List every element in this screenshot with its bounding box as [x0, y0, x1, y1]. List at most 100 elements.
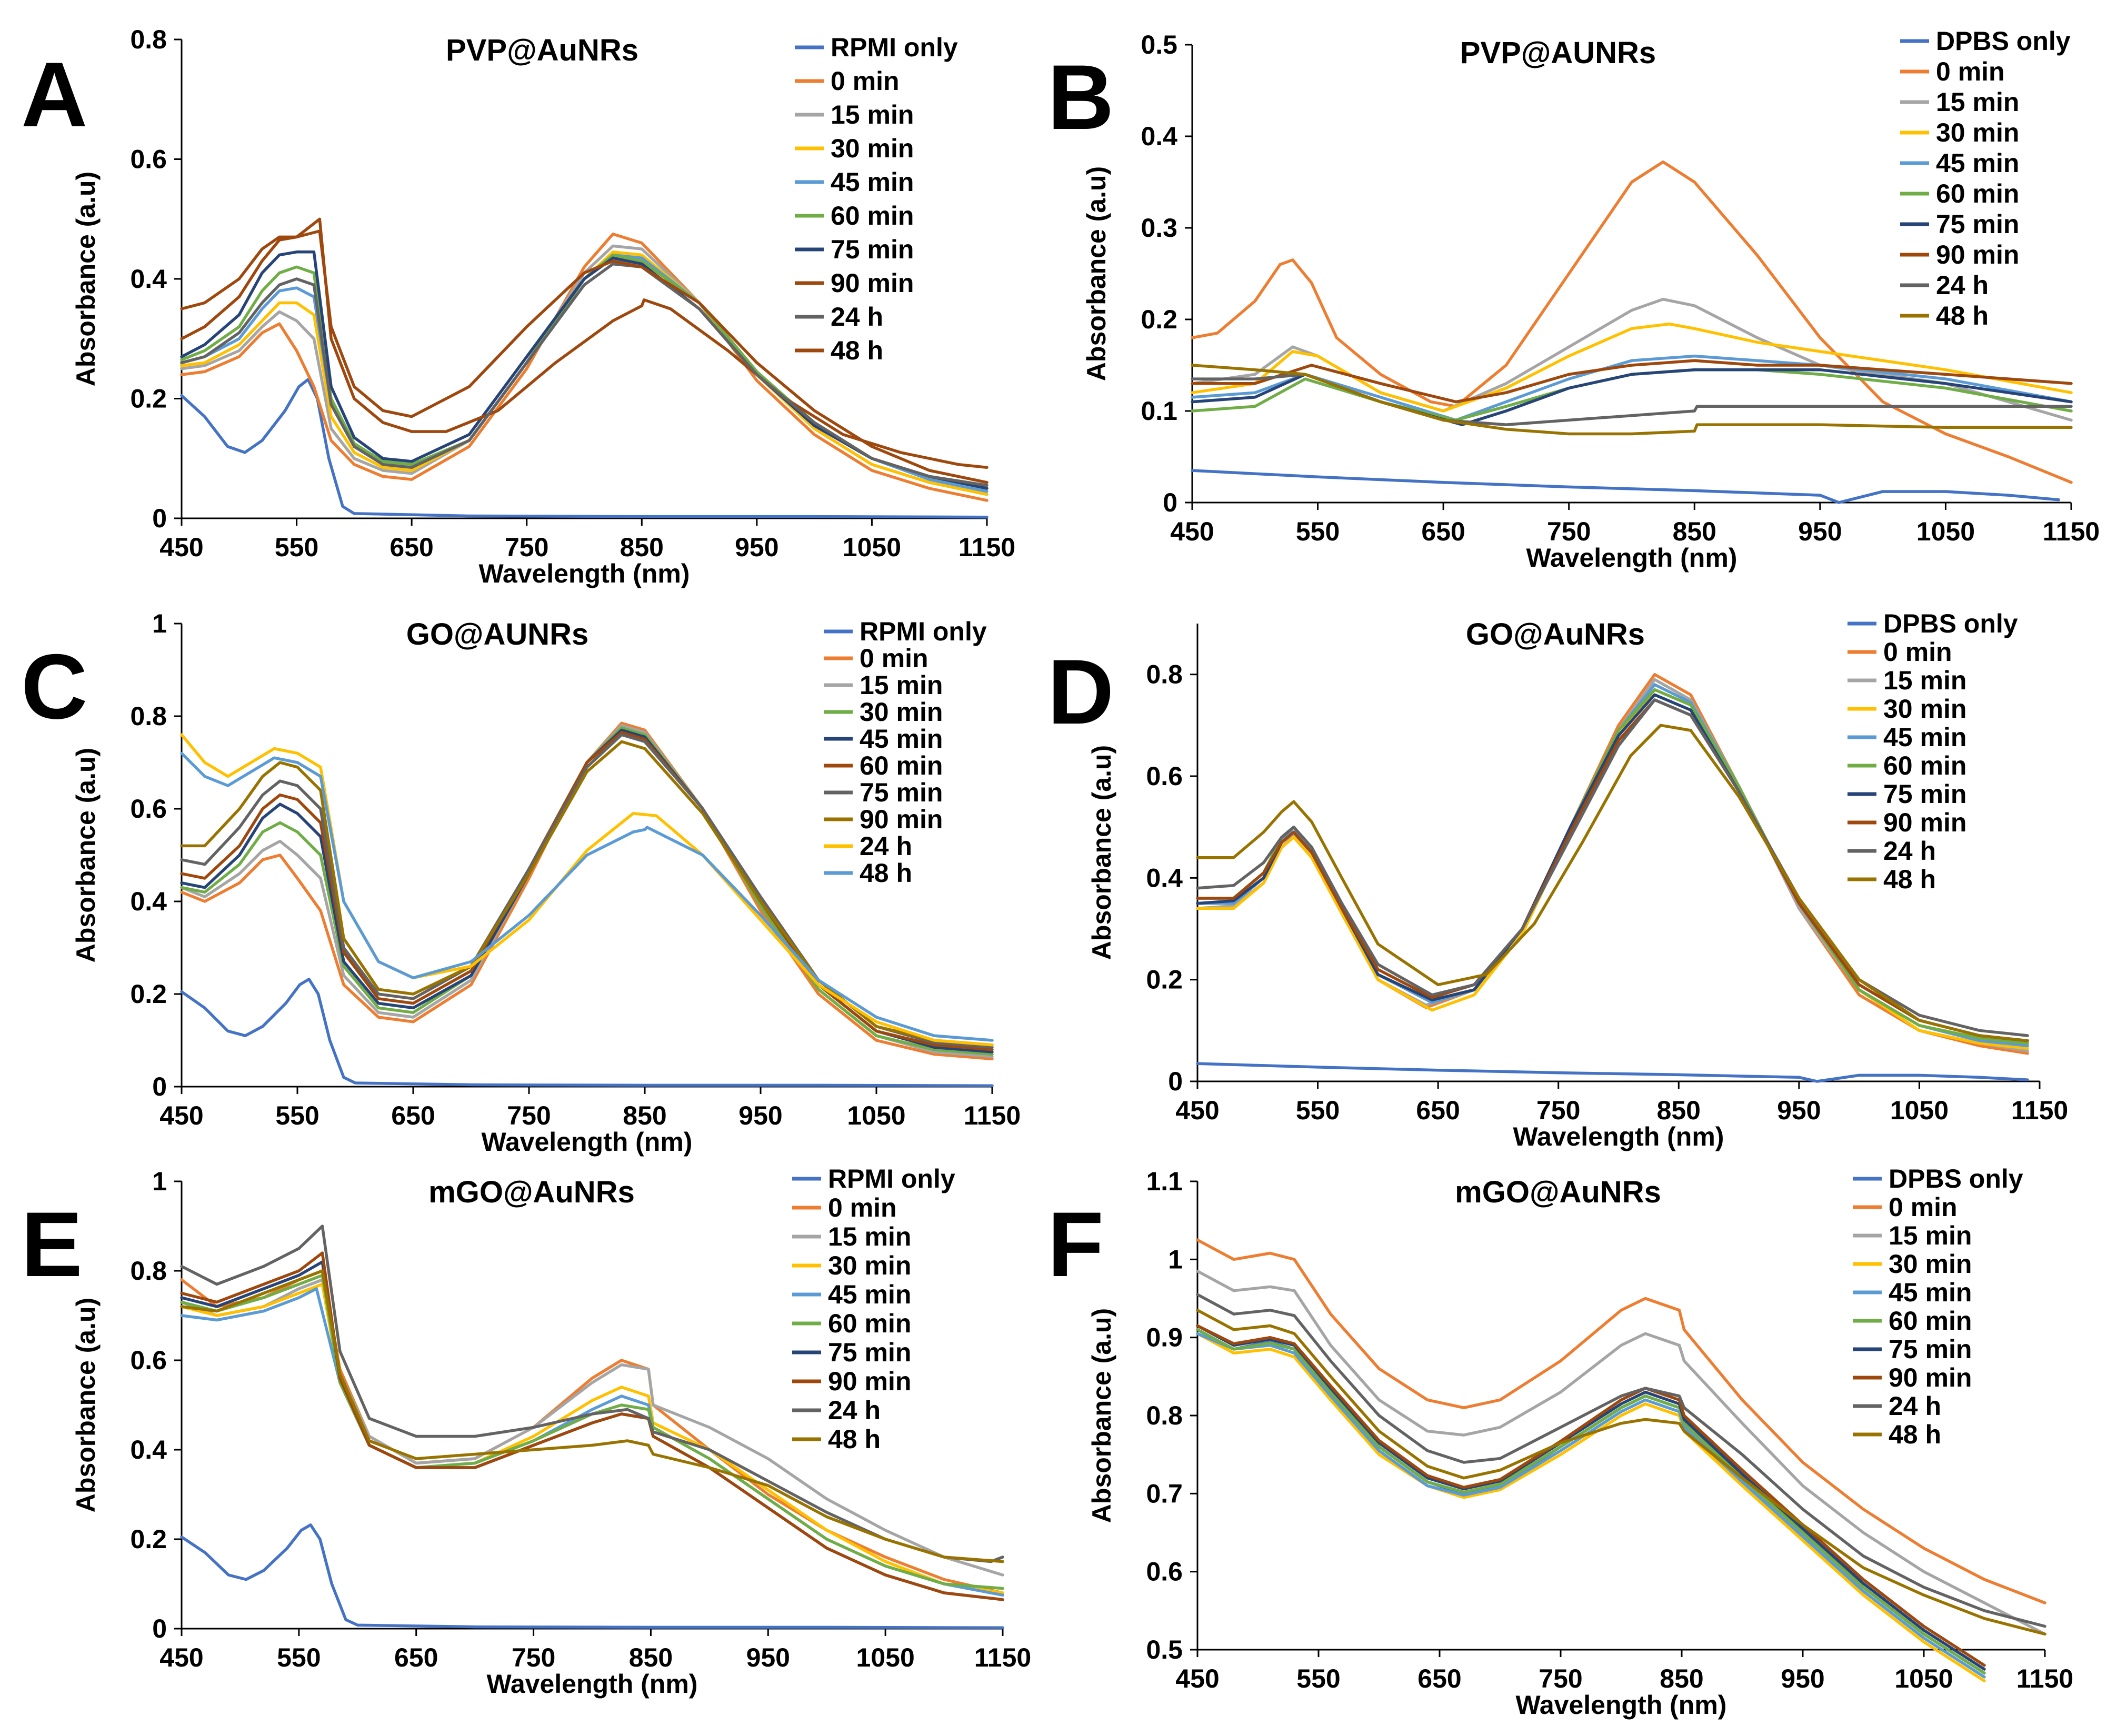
series-line-24-h [180, 262, 988, 487]
y-tick-label: 0 [1168, 1067, 1183, 1096]
series-line-0-min [180, 721, 994, 1060]
x-axis-title: Wavelength (nm) [479, 559, 690, 588]
legend-label: 60 min [860, 751, 943, 780]
legend-label: 48 h [1889, 1420, 1941, 1449]
y-axis-title: Absorbance (a.u) [71, 1298, 101, 1512]
series-line-90-min [180, 217, 988, 469]
series-line-0-min [1196, 1238, 2046, 1604]
legend-label: 75 min [1883, 779, 1966, 809]
panel-letter: F [1047, 1193, 1104, 1296]
legend-label: DPBS only [1936, 26, 2071, 56]
panel-c: C GO@AUNRs 450 550 650 750 850 950 1050 1150 0 0.2 0… [21, 609, 1021, 1157]
series-line-48-h [1196, 724, 2029, 1042]
legend-label: DPBS only [1883, 609, 2018, 638]
panel-d: D GO@AuNRs 450 550 650 750 850 950 1050 1150 0 0.2 0… [1047, 609, 2068, 1151]
y-tick-label: 1 [1168, 1245, 1183, 1274]
y-tick-label: 0.8 [130, 701, 167, 731]
x-tick-label: 450 [159, 1101, 203, 1130]
legend-label: 0 min [1936, 57, 2005, 86]
y-tick-label: 0.1 [1141, 396, 1177, 426]
x-tick-label: 950 [746, 1643, 790, 1672]
x-tick-label: 850 [1660, 1664, 1703, 1693]
x-tick-label: 550 [275, 1101, 319, 1130]
legend-label: 60 min [828, 1309, 911, 1338]
series-line-24-h [180, 733, 994, 1047]
legend-label: 60 min [1883, 751, 1966, 780]
legend-label: 0 min [1889, 1192, 1958, 1222]
panel-a: A PVP@AuNRs 450 550 650 750 850 950 1050 1150 0 0.2… [21, 25, 1015, 588]
series-line-rpmi-only [180, 1523, 1004, 1630]
legend-label: 24 h [860, 831, 912, 861]
series-line-48-h [1191, 364, 2073, 436]
y-tick-label: 0.2 [1146, 965, 1183, 995]
x-tick-label: 850 [1657, 1096, 1701, 1125]
legend-label: 24 h [828, 1396, 881, 1425]
x-tick-label: 750 [512, 1643, 555, 1672]
y-tick-label: 0.6 [130, 794, 167, 824]
legend-label: 90 min [1936, 240, 2019, 269]
legend-label: 30 min [1883, 694, 1966, 724]
series-line-60-min [1196, 1328, 1986, 1675]
x-axis-title: Wavelength (nm) [1513, 1122, 1724, 1151]
chart-title: PVP@AuNRs [446, 33, 638, 67]
series-line-45-min [1196, 1332, 1986, 1679]
legend-label: 15 min [828, 1222, 911, 1251]
legend-label: 15 min [1889, 1221, 1972, 1250]
y-tick-label: 0.5 [1146, 1635, 1183, 1664]
legend-label: 24 h [1883, 836, 1936, 866]
legend-label: 0 min [831, 66, 900, 96]
x-tick-label: 950 [1777, 1096, 1821, 1125]
y-tick-label: 0.6 [1146, 1557, 1183, 1587]
x-tick-label: 1050 [1916, 517, 1975, 546]
y-tick-label: 0.9 [1146, 1323, 1183, 1352]
legend-label: 0 min [828, 1193, 897, 1222]
legend-label: 24 h [1936, 270, 1989, 300]
x-tick-label: 950 [1781, 1664, 1824, 1693]
legend-label: 45 min [1936, 148, 2019, 178]
legend-label: 90 min [1889, 1363, 1972, 1392]
x-tick-label: 650 [1417, 1664, 1461, 1693]
x-tick-label: 1150 [964, 1101, 1021, 1130]
legend-label: DPBS only [1889, 1164, 2023, 1193]
legend-label: 48 h [828, 1424, 881, 1454]
x-tick-label: 450 [159, 533, 203, 562]
legend-label: 75 min [860, 778, 943, 807]
x-tick-label: 450 [1175, 1664, 1219, 1693]
legend-label: 75 min [1936, 209, 2019, 239]
panel-b: B PVP@AUNRs 450 550 650 750 850 950 1050 1150 0 0.1… [1047, 26, 2100, 573]
legend-label: 24 h [1889, 1391, 1941, 1421]
y-tick-label: 0.8 [1146, 1401, 1183, 1430]
x-tick-label: 750 [1536, 1096, 1580, 1125]
x-tick-label: 650 [390, 533, 433, 562]
series-line-dpbs-only [1196, 1062, 2029, 1083]
y-tick-label: 0.7 [1146, 1479, 1183, 1508]
y-axis-title: Absorbance (a.u) [1087, 1308, 1116, 1523]
x-tick-label: 850 [623, 1101, 666, 1130]
series-line-30-min [180, 1282, 1004, 1594]
y-tick-label: 0.8 [130, 1256, 167, 1286]
y-tick-label: 1.1 [1146, 1167, 1183, 1196]
x-tick-label: 750 [507, 1101, 551, 1130]
legend-label: 0 min [1883, 637, 1952, 667]
legend-label: 48 h [860, 858, 912, 888]
chart-title: mGO@AuNRs [428, 1175, 635, 1209]
panel-letter: B [1047, 46, 1114, 149]
x-tick-label: 1150 [2011, 1096, 2068, 1125]
y-tick-label: 0.6 [130, 1346, 167, 1375]
series-line-15-min [180, 1278, 1004, 1577]
legend-label: 0 min [860, 644, 928, 673]
x-tick-label: 1050 [847, 1101, 905, 1130]
series-line-60-min [180, 1273, 1004, 1590]
y-tick-label: 0.4 [1141, 122, 1177, 151]
x-tick-label: 1050 [856, 1643, 915, 1672]
x-tick-label: 950 [738, 1101, 782, 1130]
y-tick-label: 0.3 [1141, 213, 1177, 243]
chart-title: GO@AUNRs [406, 617, 589, 651]
legend-label: 90 min [860, 805, 943, 834]
y-tick-label: 0.8 [1146, 660, 1183, 689]
x-axis-title: Wavelength (nm) [482, 1127, 693, 1157]
legend-label: 48 h [1936, 301, 1989, 330]
series-line-90-min [180, 1251, 1004, 1601]
y-tick-label: 0.6 [130, 145, 167, 174]
